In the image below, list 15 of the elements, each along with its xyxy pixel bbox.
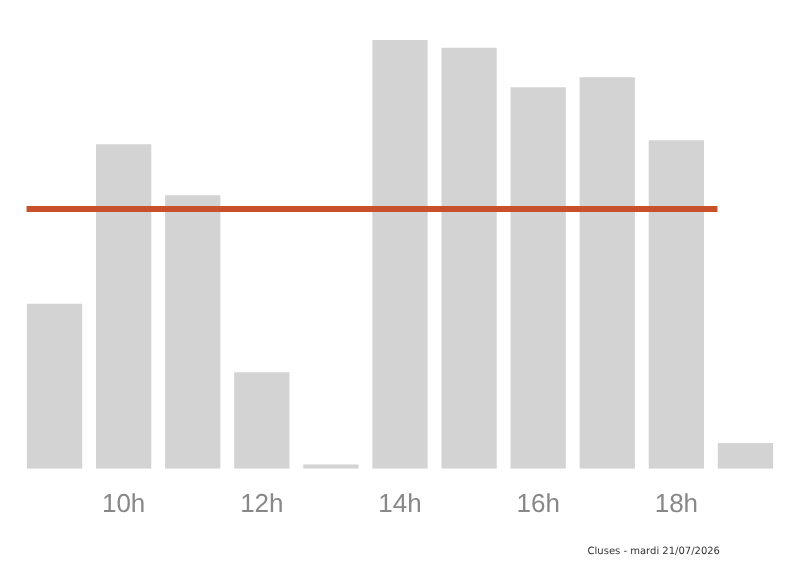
bar — [441, 47, 497, 469]
x-tick-label: 12h — [240, 487, 284, 518]
x-tick-label: 14h — [378, 487, 422, 518]
bar — [372, 40, 428, 469]
bar — [510, 87, 566, 469]
x-tick-label: 10h — [101, 487, 146, 518]
bar — [717, 443, 774, 469]
bar — [579, 77, 635, 469]
bar — [165, 195, 221, 469]
bar — [26, 303, 83, 469]
bar — [648, 140, 704, 469]
bar — [234, 372, 290, 469]
x-tick-label: 18h — [654, 487, 699, 518]
bar — [96, 144, 152, 469]
x-tick-label: 16h — [516, 487, 560, 518]
